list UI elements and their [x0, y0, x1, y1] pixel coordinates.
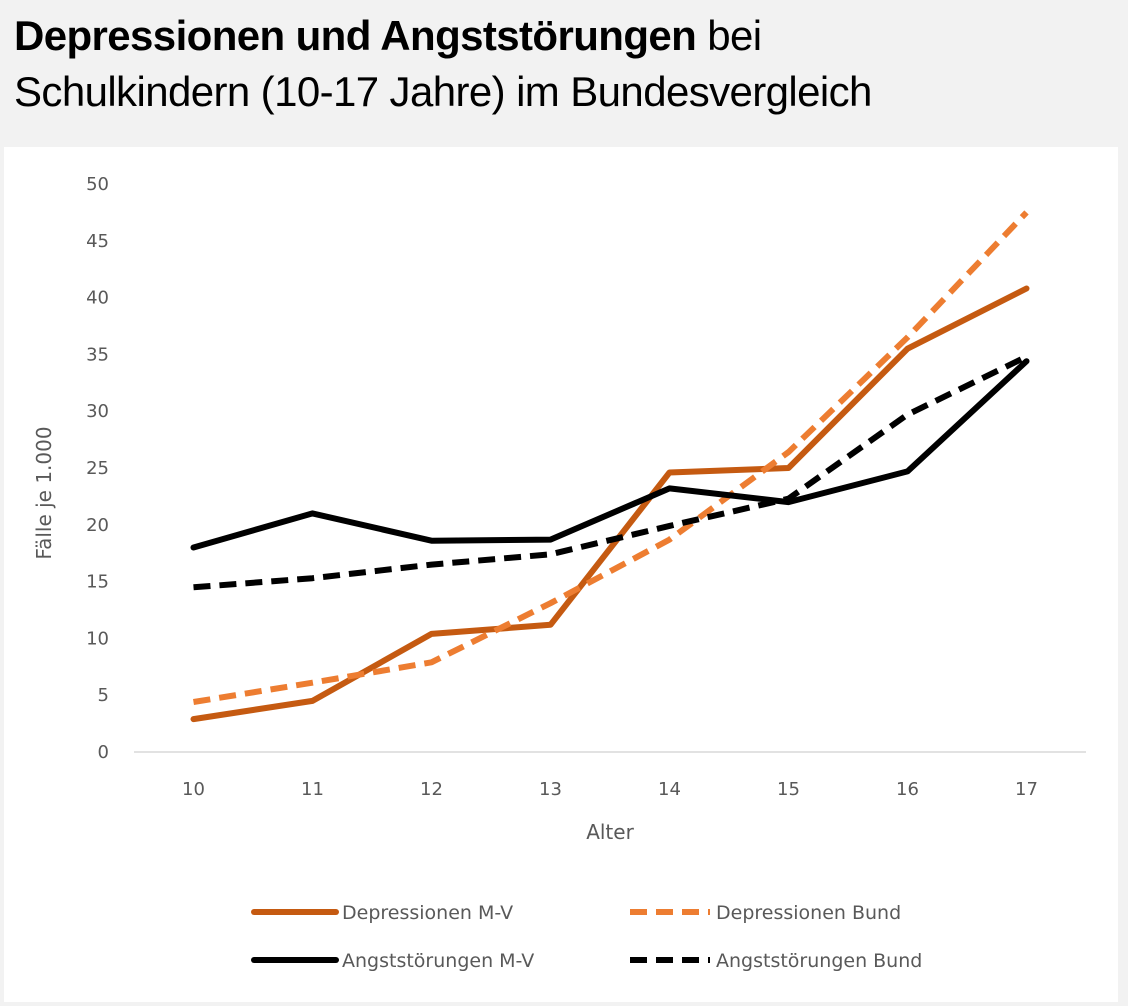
legend-item: Angststörungen Bund	[630, 950, 922, 972]
x-axis-label: Alter	[586, 820, 634, 844]
y-tick-label: 20	[86, 515, 109, 536]
legend-label: Depressionen Bund	[716, 902, 901, 924]
series-line-angstst-rungen-m-v	[190, 358, 1030, 551]
x-tick-label: 15	[777, 779, 800, 800]
chart-panel: 0 5 10 15 20 25 30 35 40 45 50 10 11 12 13 14 15 16 17 Fä…	[4, 147, 1118, 1002]
x-tick-label: 10	[182, 779, 205, 800]
y-tick-label: 15	[86, 572, 109, 593]
y-tick-label: 0	[98, 742, 109, 763]
series-line-angstst-rungen-bund	[193, 354, 1028, 591]
y-tick-label: 25	[86, 458, 109, 479]
chart-title-line2: Schulkindern (10-17 Jahre) im Bundesverg…	[14, 68, 872, 115]
legend-item: Angststörungen M-V	[251, 950, 534, 972]
y-tick-label: 35	[86, 344, 109, 365]
x-tick-label: 17	[1015, 779, 1038, 800]
chart-title: Depressionen und Angststörungen bei Schu…	[14, 8, 1124, 120]
series-lines	[190, 210, 1030, 723]
legend-label: Angststörungen M-V	[342, 950, 534, 972]
y-tick-label: 40	[86, 288, 109, 309]
legend-label: Angststörungen Bund	[716, 950, 922, 972]
x-tick-label: 16	[896, 779, 919, 800]
legend-item: Depressionen Bund	[630, 902, 901, 924]
legend-label: Depressionen M-V	[342, 902, 513, 924]
y-axis-ticks: 0 5 10 15 20 25 30 35 40 45 50	[86, 174, 109, 763]
series-line-depressionen-m-v	[190, 285, 1030, 723]
x-tick-label: 11	[301, 779, 324, 800]
y-tick-label: 10	[86, 628, 109, 649]
legend: Depressionen M-V Depressionen Bund Angstst…	[251, 902, 922, 972]
x-axis-ticks: 10 11 12 13 14 15 16 17	[182, 779, 1038, 800]
y-tick-label: 45	[86, 231, 109, 252]
line-chart: 0 5 10 15 20 25 30 35 40 45 50 10 11 12 13 14 15 16 17 Fä…	[32, 174, 1086, 972]
x-tick-label: 13	[539, 779, 562, 800]
y-tick-label: 5	[98, 685, 109, 706]
legend-item: Depressionen M-V	[251, 902, 513, 924]
series-line-depressionen-bund	[193, 210, 1029, 705]
chart-title-rest: bei	[696, 12, 762, 59]
y-tick-label: 30	[86, 401, 109, 422]
y-axis-label: Fälle je 1.000	[32, 426, 56, 559]
chart-title-bold: Depressionen und Angststörungen	[14, 12, 697, 59]
x-tick-label: 12	[420, 779, 443, 800]
x-tick-label: 14	[658, 779, 681, 800]
y-tick-label: 50	[86, 174, 109, 195]
